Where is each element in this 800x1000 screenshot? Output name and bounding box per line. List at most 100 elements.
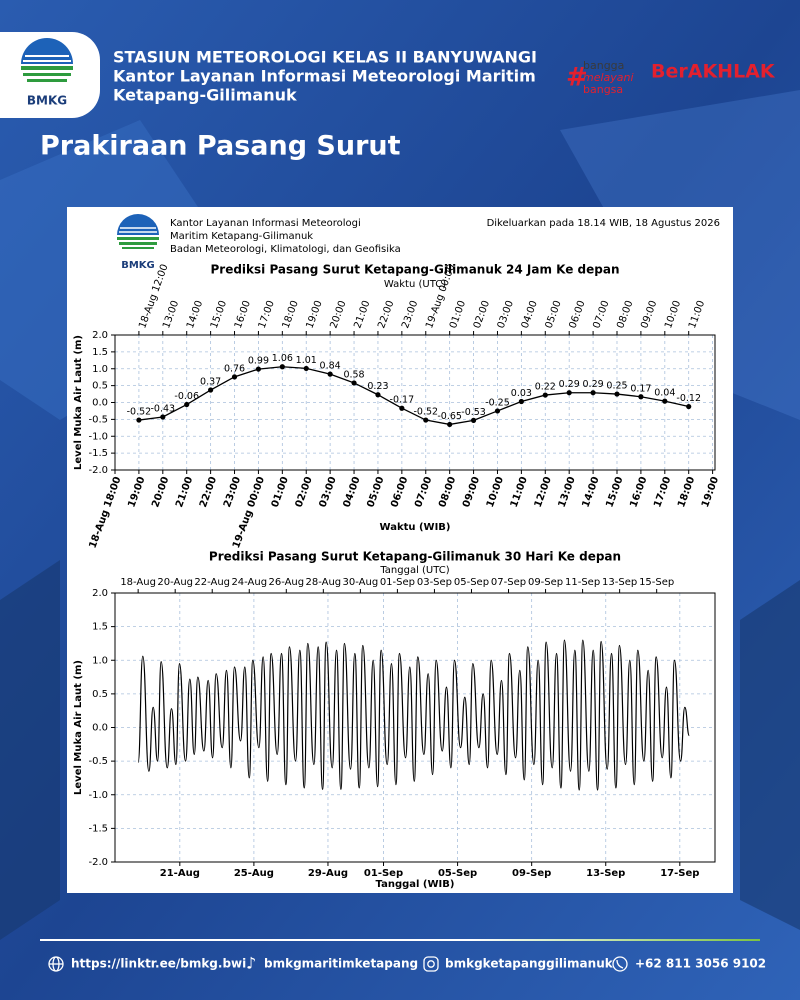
footer-link[interactable]: bmkgmaritimketapang <box>264 957 418 971</box>
x2-tick-label: 11-Sep <box>565 577 600 588</box>
instagram-icon <box>423 956 439 972</box>
y-tick-label: -1.5 <box>88 448 108 459</box>
x2-tick-label: 20-Aug <box>157 577 193 588</box>
data-point <box>614 391 620 397</box>
y-tick-label: -2.0 <box>88 857 108 868</box>
plot-frame <box>114 592 716 863</box>
org-line: Badan Meteorologi, Klimatologi, dan Geof… <box>170 244 401 255</box>
data-label: 0.23 <box>367 381 388 392</box>
data-label: -0.52 <box>127 407 152 418</box>
x-tick-label: 13-Sep <box>586 868 625 879</box>
data-point <box>279 364 285 370</box>
slogan: bangga <box>583 59 624 72</box>
core-values: BerAKHLAK <box>651 61 776 83</box>
data-point <box>470 417 477 423</box>
data-point <box>208 387 214 393</box>
decor <box>740 580 800 930</box>
y-tick-label: 1.0 <box>92 655 108 666</box>
data-label: 0.25 <box>606 381 627 392</box>
x2-tick-label: 09-Sep <box>528 577 563 588</box>
data-label: 0.76 <box>224 363 245 374</box>
data-label: -0.06 <box>174 391 199 402</box>
data-label: 0.29 <box>583 379 604 390</box>
data-label: 0.03 <box>511 388 532 399</box>
y-tick-label: 0.0 <box>92 398 108 409</box>
data-point <box>447 421 453 428</box>
footer-rule <box>40 939 760 941</box>
x-tick-label: 29-Aug <box>308 868 348 879</box>
data-point <box>518 398 524 405</box>
y-tick-label: 0.5 <box>92 381 108 392</box>
data-label: 0.99 <box>248 356 269 367</box>
decor <box>0 560 60 940</box>
slogan: bangsa <box>583 83 623 96</box>
globe-icon <box>48 956 64 972</box>
tide-line <box>138 366 689 426</box>
data-label: -0.25 <box>485 397 510 408</box>
plot-frame <box>114 334 716 471</box>
data-label: -0.53 <box>461 407 486 418</box>
x2-tick-label: 26-Aug <box>268 577 304 588</box>
page-title: Prakiraan Pasang Surut <box>40 131 401 162</box>
data-label: 0.84 <box>320 361 341 372</box>
y-axis-label: Level Muka Air Laut (m) <box>73 660 84 795</box>
data-point <box>542 392 548 398</box>
data-point <box>136 417 142 423</box>
data-label: -0.43 <box>151 404 176 415</box>
footer-link[interactable]: bmkgketapanggilimanuk <box>445 957 614 971</box>
data-point <box>231 374 238 380</box>
data-point <box>686 403 692 410</box>
y-tick-label: 1.0 <box>92 364 108 375</box>
x-tick-label: 05-Sep <box>438 868 477 879</box>
panel-logo <box>117 214 159 249</box>
x-axis-label: Waktu (WIB) <box>380 522 451 533</box>
x-tick-label: 01-Sep <box>364 868 403 879</box>
data-point <box>351 380 357 386</box>
data-label: -0.12 <box>676 393 701 404</box>
data-label: -0.65 <box>437 411 462 422</box>
x-tick-label: 17-Sep <box>660 868 699 879</box>
data-point <box>327 371 333 377</box>
data-point <box>423 417 429 423</box>
chart-title: Prediksi Pasang Surut Ketapang-Gilimanuk… <box>209 550 621 564</box>
x-tick-label: 09-Sep <box>512 868 551 879</box>
y-tick-label: 0.0 <box>92 723 108 734</box>
x2-tick-label: 13-Sep <box>602 577 637 588</box>
data-label: 0.04 <box>654 388 675 399</box>
data-point <box>638 394 644 400</box>
panel-logo-text: BMKG <box>121 260 155 271</box>
y-tick-label: 1.5 <box>92 347 108 358</box>
y-tick-label: 1.5 <box>92 622 108 633</box>
x2-tick-label: 18-Aug <box>120 577 156 588</box>
logo-text: BMKG <box>27 94 67 108</box>
y-axis-label: Level Muka Air Laut (m) <box>73 335 84 470</box>
data-point <box>375 392 381 398</box>
x2-tick-label: 22-Aug <box>194 577 230 588</box>
y-tick-label: -1.5 <box>88 823 108 834</box>
x2-tick-label: 03-Sep <box>417 577 452 588</box>
footer-link[interactable]: https://linktr.ee/bmkg.bwi <box>71 957 246 971</box>
chart-panel <box>67 207 733 893</box>
data-point <box>662 398 668 404</box>
x2-axis-label: Tanggal (UTC) <box>379 565 449 576</box>
data-point <box>590 390 596 396</box>
y-tick-label: -1.0 <box>88 790 108 801</box>
x2-axis-label: Waktu (UTC) <box>384 279 446 290</box>
y-tick-label: 2.0 <box>92 588 108 599</box>
data-label: 0.37 <box>200 377 221 388</box>
y-tick-label: 0.5 <box>92 689 108 700</box>
x2-tick-label: 01-Sep <box>380 577 415 588</box>
footer-link[interactable]: +62 811 3056 9102 <box>635 957 766 971</box>
data-point <box>184 401 190 408</box>
data-label: 0.58 <box>343 369 364 380</box>
data-label: -0.17 <box>390 395 415 406</box>
y-tick-label: -2.0 <box>88 465 108 476</box>
data-point <box>303 365 309 372</box>
header-title: Ketapang-Gilimanuk <box>113 86 297 105</box>
x2-tick-label: 05-Sep <box>454 577 489 588</box>
data-label: 0.29 <box>559 379 580 390</box>
y-tick-label: -0.5 <box>88 414 108 425</box>
y-tick-label: -0.5 <box>88 756 108 767</box>
